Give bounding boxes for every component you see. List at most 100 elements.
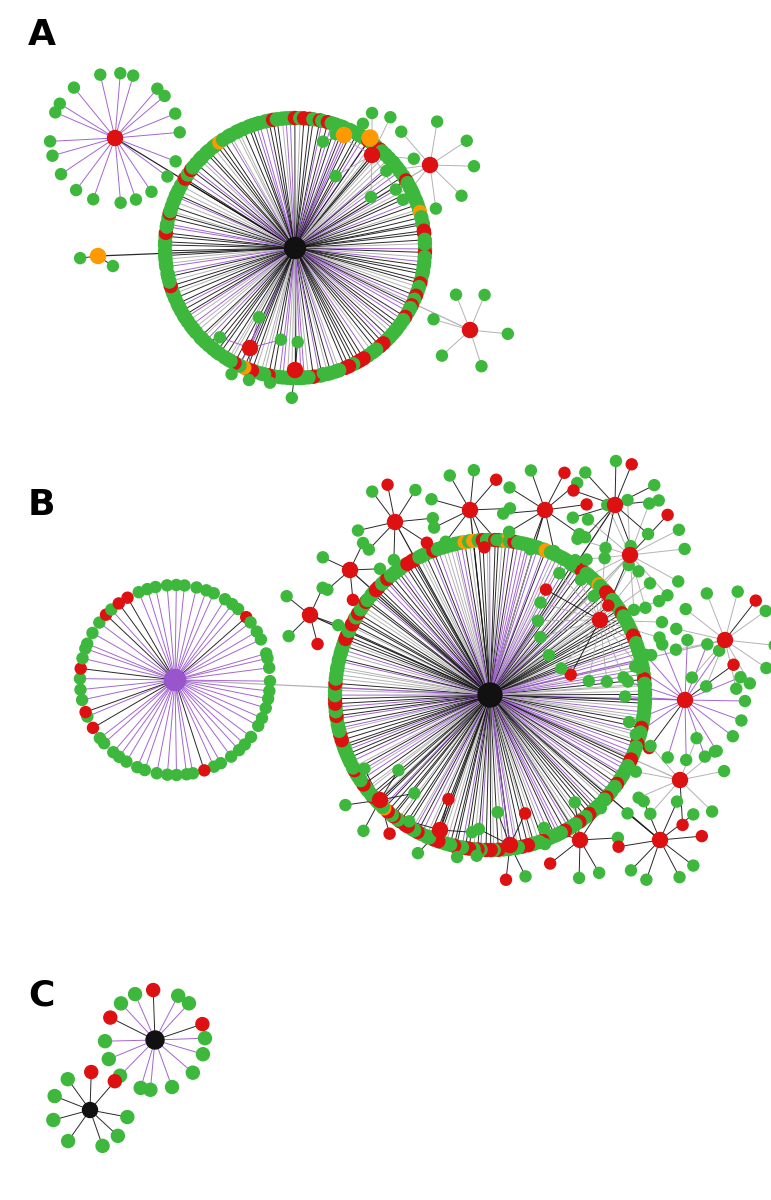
Circle shape bbox=[637, 709, 650, 722]
Circle shape bbox=[540, 833, 553, 846]
Circle shape bbox=[169, 190, 182, 203]
Circle shape bbox=[408, 293, 421, 306]
Circle shape bbox=[622, 676, 634, 688]
Circle shape bbox=[75, 673, 86, 684]
Circle shape bbox=[544, 649, 554, 660]
Circle shape bbox=[677, 820, 688, 830]
Circle shape bbox=[339, 632, 352, 646]
Circle shape bbox=[295, 371, 308, 384]
Circle shape bbox=[385, 569, 398, 582]
Circle shape bbox=[365, 192, 376, 203]
Circle shape bbox=[540, 839, 550, 850]
Circle shape bbox=[409, 154, 419, 164]
Circle shape bbox=[706, 806, 718, 817]
Circle shape bbox=[439, 540, 453, 553]
Circle shape bbox=[114, 997, 127, 1010]
Circle shape bbox=[121, 756, 132, 767]
Circle shape bbox=[418, 251, 431, 264]
Circle shape bbox=[241, 362, 254, 376]
Circle shape bbox=[612, 833, 624, 844]
Circle shape bbox=[548, 547, 561, 560]
Circle shape bbox=[625, 865, 637, 876]
Circle shape bbox=[106, 604, 117, 614]
Circle shape bbox=[166, 284, 179, 296]
Circle shape bbox=[113, 598, 124, 608]
Circle shape bbox=[132, 762, 143, 773]
Circle shape bbox=[335, 643, 348, 656]
Circle shape bbox=[548, 546, 560, 557]
Circle shape bbox=[146, 186, 157, 197]
Circle shape bbox=[503, 838, 517, 852]
Circle shape bbox=[402, 305, 415, 318]
Circle shape bbox=[662, 509, 673, 521]
Circle shape bbox=[671, 644, 682, 655]
Circle shape bbox=[473, 823, 484, 834]
Circle shape bbox=[396, 313, 409, 326]
Circle shape bbox=[492, 844, 505, 857]
Circle shape bbox=[294, 112, 307, 125]
Circle shape bbox=[338, 361, 352, 374]
Circle shape bbox=[417, 224, 430, 238]
Circle shape bbox=[594, 797, 607, 810]
Circle shape bbox=[640, 649, 651, 660]
Circle shape bbox=[594, 580, 607, 593]
Text: B: B bbox=[28, 488, 56, 522]
Circle shape bbox=[598, 793, 611, 806]
Circle shape bbox=[198, 1032, 211, 1045]
Circle shape bbox=[288, 112, 301, 125]
Circle shape bbox=[337, 638, 350, 652]
Circle shape bbox=[378, 802, 391, 815]
Circle shape bbox=[409, 193, 423, 206]
Circle shape bbox=[635, 653, 648, 666]
Circle shape bbox=[350, 767, 363, 780]
Circle shape bbox=[130, 194, 141, 205]
Circle shape bbox=[702, 588, 712, 599]
Circle shape bbox=[335, 733, 348, 746]
Circle shape bbox=[504, 503, 516, 514]
Circle shape bbox=[635, 655, 648, 667]
Circle shape bbox=[166, 1080, 179, 1093]
Circle shape bbox=[503, 842, 517, 856]
Circle shape bbox=[629, 740, 642, 754]
Circle shape bbox=[500, 534, 513, 547]
Circle shape bbox=[62, 1134, 75, 1147]
Circle shape bbox=[644, 743, 655, 754]
Circle shape bbox=[263, 694, 274, 704]
Circle shape bbox=[344, 756, 357, 769]
Circle shape bbox=[175, 305, 188, 318]
Circle shape bbox=[87, 722, 99, 733]
Circle shape bbox=[413, 551, 426, 564]
Circle shape bbox=[566, 820, 579, 833]
Circle shape bbox=[99, 738, 109, 749]
Circle shape bbox=[415, 211, 428, 223]
Circle shape bbox=[365, 137, 379, 150]
Circle shape bbox=[590, 575, 602, 588]
Text: C: C bbox=[28, 978, 55, 1012]
Circle shape bbox=[380, 334, 393, 347]
Circle shape bbox=[329, 118, 342, 131]
Circle shape bbox=[558, 552, 571, 565]
Circle shape bbox=[714, 646, 725, 656]
Circle shape bbox=[654, 632, 665, 643]
Circle shape bbox=[476, 534, 490, 547]
Circle shape bbox=[463, 535, 476, 548]
Circle shape bbox=[167, 287, 180, 300]
Circle shape bbox=[468, 464, 480, 475]
Circle shape bbox=[199, 764, 210, 776]
Circle shape bbox=[492, 534, 505, 547]
Circle shape bbox=[619, 763, 632, 776]
Circle shape bbox=[606, 594, 619, 606]
Circle shape bbox=[584, 676, 594, 686]
Circle shape bbox=[622, 547, 638, 563]
Circle shape bbox=[162, 170, 173, 182]
Circle shape bbox=[181, 314, 194, 328]
Circle shape bbox=[174, 127, 185, 138]
Circle shape bbox=[159, 235, 172, 248]
Circle shape bbox=[538, 822, 550, 833]
Circle shape bbox=[594, 868, 604, 878]
Circle shape bbox=[404, 816, 415, 827]
Circle shape bbox=[582, 569, 595, 582]
Circle shape bbox=[161, 268, 174, 280]
Circle shape bbox=[201, 584, 212, 596]
Circle shape bbox=[636, 716, 649, 730]
